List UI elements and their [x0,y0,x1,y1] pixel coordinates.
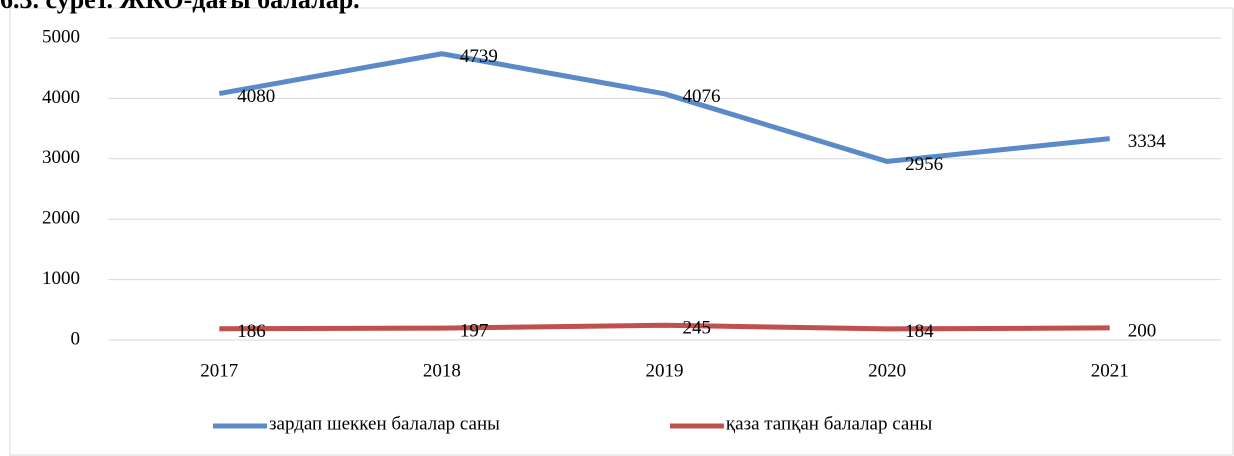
data-label: 4076 [683,86,721,107]
x-tick-label: 2018 [423,360,461,381]
y-tick-label: 1000 [42,268,80,289]
data-label: 184 [905,321,934,342]
data-label: 197 [460,320,489,341]
line-series [218,51,1110,164]
y-tick-label: 3000 [42,147,80,168]
chart-frame [9,7,1234,456]
legend-label: қаза тапқан балалар саны [726,413,933,434]
data-label: 4080 [237,86,275,107]
x-tick-label: 2020 [868,360,906,381]
line-series [219,322,1110,332]
x-tick-label: 2021 [1091,360,1129,381]
x-tick-label: 2017 [200,360,238,381]
y-tick-label: 4000 [42,87,80,108]
y-tick-label: 0 [71,328,81,349]
y-tick-label: 2000 [42,208,80,229]
data-label: 245 [683,318,712,339]
x-tick-label: 2019 [646,360,684,381]
y-tick-label: 5000 [42,26,80,47]
data-label: 3334 [1128,131,1167,152]
data-label: 4739 [460,46,498,67]
data-label: 2956 [905,154,943,175]
data-label: 200 [1128,320,1157,341]
data-label: 186 [237,321,265,342]
chart-title: 6.3. сурет. ЖКО-дағы балалар. [0,0,360,14]
legend-label: зардап шеккен балалар саны [269,413,500,434]
